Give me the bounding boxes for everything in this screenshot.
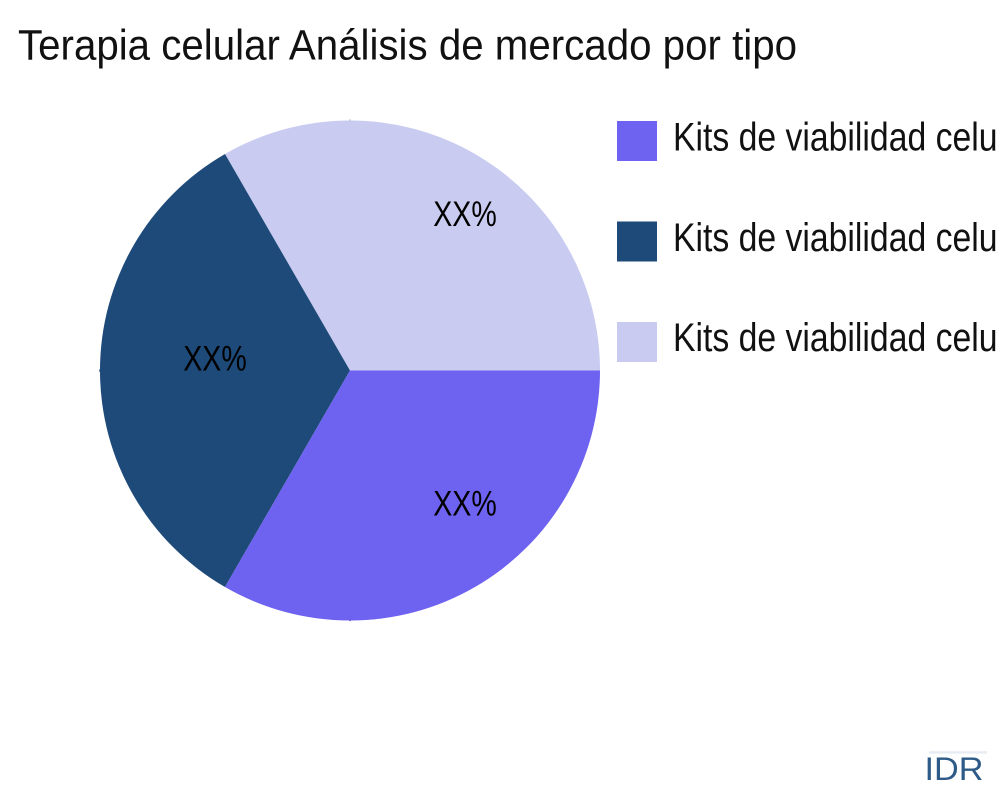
svg-text:XX%: XX% <box>433 194 497 234</box>
svg-text:Kits de viabilidad celu: Kits de viabilidad celu <box>673 316 998 360</box>
svg-text:Kits de viabilidad celu: Kits de viabilidad celu <box>673 116 998 160</box>
svg-text:Kits de viabilidad celu: Kits de viabilidad celu <box>673 216 998 260</box>
svg-text:IDR: IDR <box>925 751 984 787</box>
svg-text:Terapia celular Análisis de me: Terapia celular Análisis de mercado por … <box>18 22 797 69</box>
svg-text:XX%: XX% <box>433 484 497 524</box>
svg-text:XX%: XX% <box>183 339 247 379</box>
